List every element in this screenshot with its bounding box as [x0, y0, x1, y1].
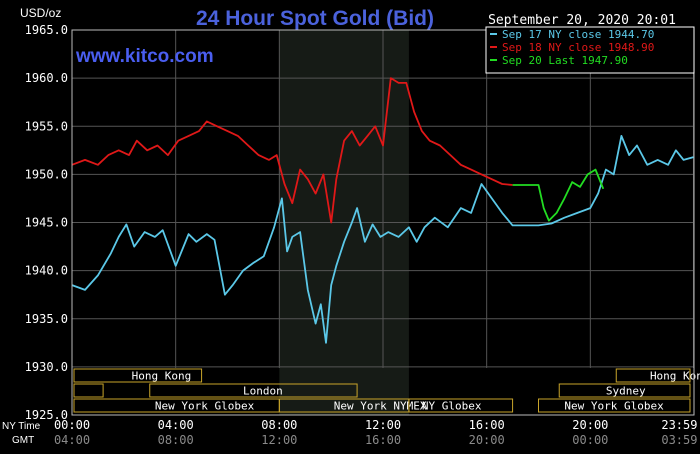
y-tick-label: 1940.0	[25, 264, 68, 278]
session-label: NY Globex	[422, 400, 482, 413]
y-tick-label: 1945.0	[25, 216, 68, 230]
session-label: London	[243, 385, 283, 398]
x-tick-ny: 00:00	[54, 418, 90, 432]
series-lines	[71, 77, 694, 344]
unit-label: USD/oz	[20, 6, 61, 20]
x-tick-ny: 23:59	[661, 418, 697, 432]
watermark: www.kitco.com	[75, 46, 214, 67]
market-sessions: Hong Kong Hong Kong London Sydney New York G…	[73, 368, 700, 413]
x-tick-ny: 16:00	[469, 418, 505, 432]
session-box	[538, 398, 691, 413]
chart-title: 24 Hour Spot Gold (Bid)	[196, 7, 434, 30]
date-label: September 20, 2020 20:01	[488, 13, 676, 28]
ny-time-label: NY Time	[2, 421, 41, 432]
y-tick-label: 1925.0	[25, 408, 68, 422]
session-box	[73, 368, 203, 383]
session-box	[73, 383, 104, 398]
x-tick-ny: 12:00	[365, 418, 401, 432]
x-tick-ny: 04:00	[158, 418, 194, 432]
session-label: New York Globex	[155, 400, 255, 413]
x-tick-gmt: 04:00	[54, 433, 90, 447]
y-tick-label: 1965.0	[25, 23, 68, 37]
x-tick-gmt: 08:00	[158, 433, 194, 447]
y-axis-ticks: 1965.0 1960.0 1955.0 1950.0 1945.0 1940.0 1935…	[25, 23, 68, 422]
x-tick-gmt: 00:00	[572, 433, 608, 447]
legend-label: Sep 18 NY close 1948.90	[502, 41, 654, 54]
x-tick-ny: 08:00	[261, 418, 297, 432]
session-label: New York Globex	[564, 400, 664, 413]
y-tick-label: 1930.0	[25, 360, 68, 374]
series-line-2	[512, 168, 605, 222]
x-tick-gmt: 16:00	[365, 433, 401, 447]
x-axis-ticks: NY Time GMT 00:0004:0004:0008:0008:0012:…	[2, 418, 697, 447]
session-box	[408, 398, 514, 413]
legend-label: Sep 20 Last 1947.90	[502, 54, 628, 67]
session-box	[615, 368, 691, 383]
session-label: New York NYMEX	[334, 400, 427, 413]
session-label: Hong Kong	[132, 370, 192, 383]
x-tick-gmt: 12:00	[261, 433, 297, 447]
legend-box	[485, 26, 695, 74]
series-line-0	[71, 134, 694, 344]
y-tick-label: 1955.0	[25, 119, 68, 133]
y-tick-label: 1935.0	[25, 312, 68, 326]
session-label: Sydney	[606, 385, 646, 398]
grid-lines	[71, 29, 694, 416]
plot-frame	[71, 29, 695, 416]
gmt-label: GMT	[12, 435, 34, 446]
series-line-1	[71, 77, 513, 224]
y-tick-label: 1950.0	[25, 167, 68, 181]
x-tick-gmt: 20:00	[469, 433, 505, 447]
legend-label: Sep 17 NY close 1944.70	[502, 28, 654, 41]
x-tick-ny: 20:00	[572, 418, 608, 432]
x-tick-gmt: 03:59	[661, 433, 697, 447]
y-tick-label: 1960.0	[25, 71, 68, 85]
session-label: Hong Kong	[650, 370, 700, 383]
session-box	[558, 383, 691, 398]
session-box	[149, 383, 358, 398]
